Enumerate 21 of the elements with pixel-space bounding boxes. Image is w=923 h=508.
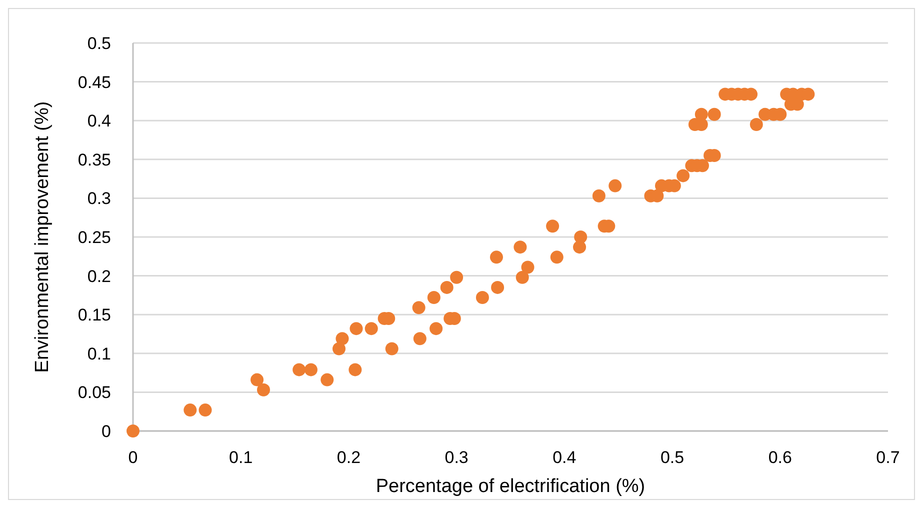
x-axis-title: Percentage of electrification (%) [376,476,646,497]
y-tick-label: 0.2 [87,266,111,286]
y-tick-label: 0.1 [87,344,111,364]
x-tick-label: 0.6 [768,448,792,467]
y-tick-label: 0.4 [87,112,111,131]
y-tick-label: 0.45 [78,72,111,92]
y-tick-label: 0.35 [78,150,111,170]
x-tick-label: 0.5 [660,448,684,467]
y-axis-title: Environmental improvement (%) [32,101,53,373]
y-tick-label: 0.25 [78,228,111,247]
y-tick-label: 0 [102,422,111,441]
x-tick-label: 0.1 [229,448,253,467]
x-tick-label: 0.7 [876,448,900,467]
x-tick-label: 0.3 [444,448,468,467]
x-tick-label: 0 [128,448,138,467]
y-tick-label: 0.05 [78,383,111,402]
y-tick-label: 0.15 [78,306,111,325]
y-tick-label: 0.3 [87,189,111,208]
y-tick-label: 0.5 [87,34,111,53]
x-tick-label: 0.2 [336,448,361,467]
x-tick-label: 0.4 [552,448,576,467]
